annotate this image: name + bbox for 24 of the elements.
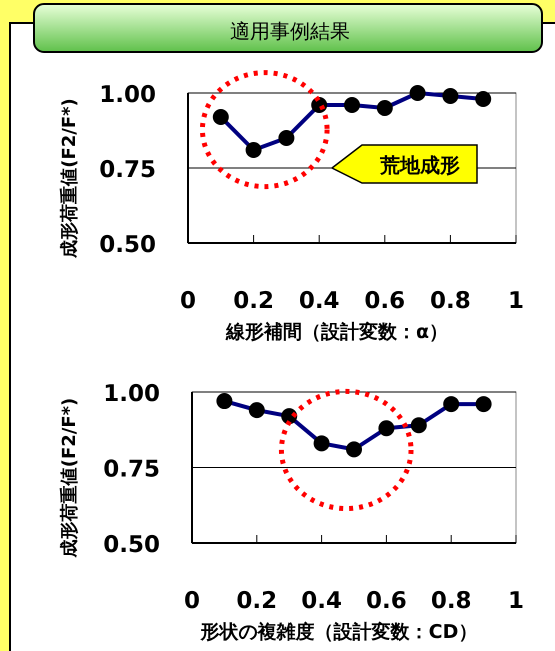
x-tick-label: 0.4 [301,588,342,614]
annotation: 荒地成形 [379,153,460,177]
y-tick-label: 0.75 [103,456,160,482]
x-tick-label: 0.2 [233,288,274,314]
x-tick-label: 0.6 [366,588,407,614]
x-axis-title: 形状の複雑度（設計変数：CD） [200,621,478,643]
y-axis-title: 成形荷重値(F2/F*) [59,398,80,558]
x-tick-label: 0.4 [298,288,340,314]
x-axis-title: 線形補間（設計変数：α） [224,321,448,343]
x-tick-label: 0 [180,288,196,314]
y-tick-label: 0.50 [103,532,160,558]
x-tick-label: 0 [184,588,200,614]
x-tick-label: 0.8 [430,588,472,614]
x-tick-label: 1 [508,288,524,314]
y-tick-label: 1.00 [99,82,156,108]
chart-title: 適用事例結果 [230,19,350,43]
x-tick-label: 0.8 [430,288,471,314]
x-tick-label: 0.6 [364,288,406,314]
y-tick-label: 0.75 [99,157,156,183]
x-tick-label: 1 [508,588,524,614]
y-axis-title: 成形荷重値(F2/F*) [59,98,80,259]
x-tick-label: 0.2 [236,588,278,614]
y-tick-label: 1.00 [103,381,160,407]
y-tick-label: 0.50 [99,232,156,258]
